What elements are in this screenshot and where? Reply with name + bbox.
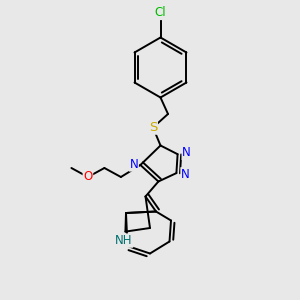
Text: Cl: Cl [155, 6, 166, 20]
Text: NH: NH [115, 234, 133, 247]
Text: N: N [129, 158, 138, 171]
Text: O: O [83, 170, 92, 184]
Text: S: S [149, 121, 157, 134]
Text: N: N [181, 168, 190, 181]
Text: N: N [182, 146, 191, 160]
